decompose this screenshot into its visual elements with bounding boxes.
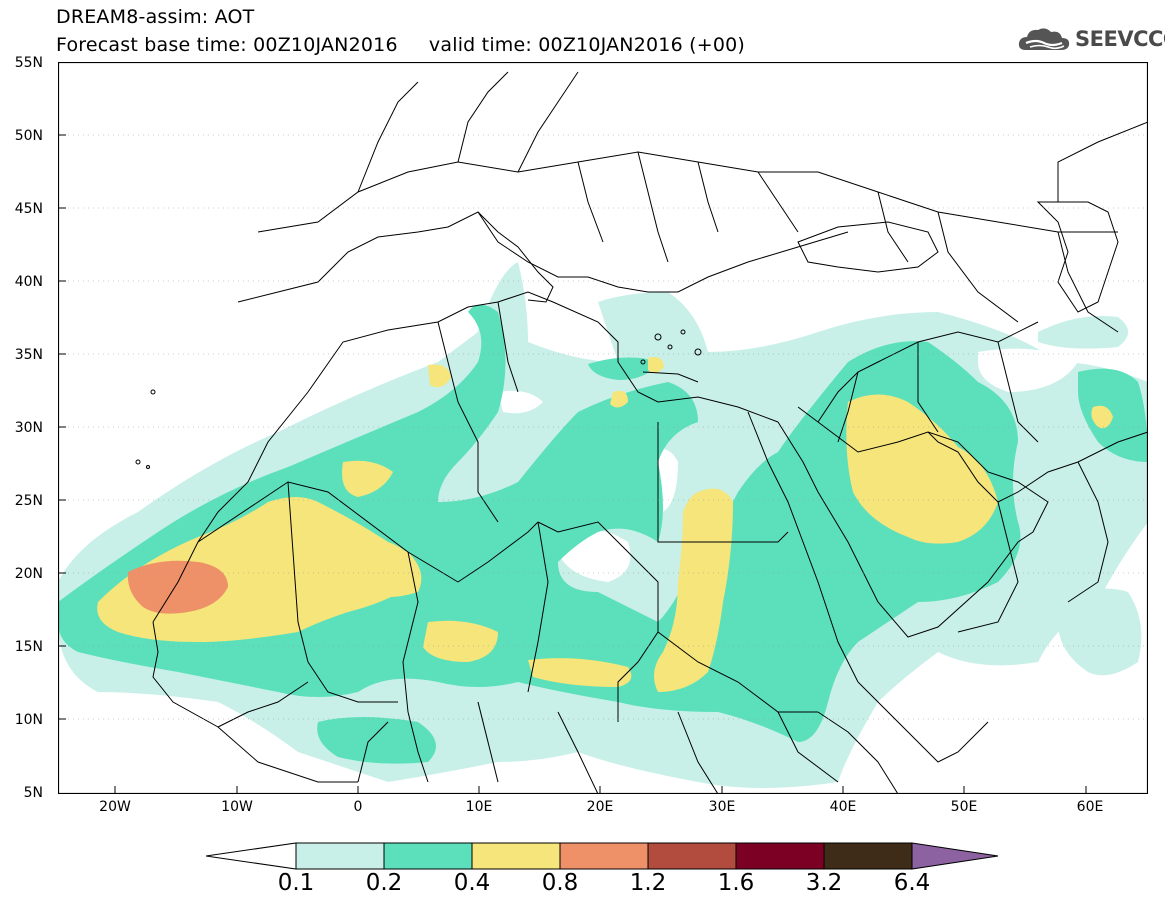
colorbar xyxy=(206,842,999,870)
lat-label-35n: 35N xyxy=(14,347,43,363)
logo-text: SEEVCCC xyxy=(1075,27,1165,51)
lon-label-50e: 50E xyxy=(950,799,978,815)
cloud-icon xyxy=(1018,28,1070,50)
lon-label-30e: 30E xyxy=(708,799,736,815)
colorbar-swatch-1 xyxy=(295,842,385,870)
aot-band-0.8 xyxy=(127,560,228,614)
lon-label-20w: 20W xyxy=(99,799,131,815)
colorbar-label-0.8: 0.8 xyxy=(541,870,579,896)
lon-label-20e: 20E xyxy=(586,799,614,815)
lat-label-15n: 15N xyxy=(14,639,43,655)
colorbar-label-0.4: 0.4 xyxy=(453,870,491,896)
colorbar-swatch-3 xyxy=(471,842,561,870)
lon-label-0: 0 xyxy=(353,799,363,815)
colorbar-swatch-7 xyxy=(823,842,913,870)
islands xyxy=(135,329,702,469)
lon-label-60e: 60E xyxy=(1076,799,1104,815)
country-borders xyxy=(152,71,1148,794)
colorbar-label-3.2: 3.2 xyxy=(805,870,843,896)
lat-label-10n: 10N xyxy=(14,712,43,728)
lat-label-30n: 30N xyxy=(14,420,43,436)
map-title: DREAM8-assim: AOT xyxy=(56,6,255,28)
grid-lines xyxy=(58,134,1148,720)
map-frame xyxy=(58,62,1148,794)
lat-label-25n: 25N xyxy=(14,493,43,509)
lon-label-10e: 10E xyxy=(465,799,493,815)
colorbar-swatch-5 xyxy=(647,842,737,870)
aot-map xyxy=(58,62,1148,794)
colorbar-swatch-6 xyxy=(735,842,825,870)
colorbar-label-6.4: 6.4 xyxy=(893,870,931,896)
colorbar-label-0.1: 0.1 xyxy=(277,870,315,896)
colorbar-label-0.2: 0.2 xyxy=(365,870,403,896)
lat-label-45n: 45N xyxy=(14,201,43,217)
colorbar-swatch-2 xyxy=(383,842,473,870)
colorbar-swatch-4 xyxy=(559,842,649,870)
seevccc-logo: SEEVCCC xyxy=(1016,22,1165,56)
lat-label-5n: 5N xyxy=(23,785,43,801)
lat-label-20n: 20N xyxy=(14,566,43,582)
lon-label-10w: 10W xyxy=(221,799,253,815)
colorbar-label-1.2: 1.2 xyxy=(629,870,667,896)
colorbar-high-arrow xyxy=(911,842,999,870)
lat-label-55n: 55N xyxy=(14,55,43,71)
colorbar-label-1.6: 1.6 xyxy=(717,870,755,896)
lat-label-40n: 40N xyxy=(14,274,43,290)
colorbar-low-arrow xyxy=(206,842,297,870)
forecast-time: Forecast base time: 00Z10JAN2016 valid t… xyxy=(56,34,746,56)
axis-ticks xyxy=(58,134,1087,794)
aot-band-0.4 xyxy=(97,357,1113,692)
lon-label-40e: 40E xyxy=(829,799,857,815)
lat-label-50n: 50N xyxy=(14,128,43,144)
